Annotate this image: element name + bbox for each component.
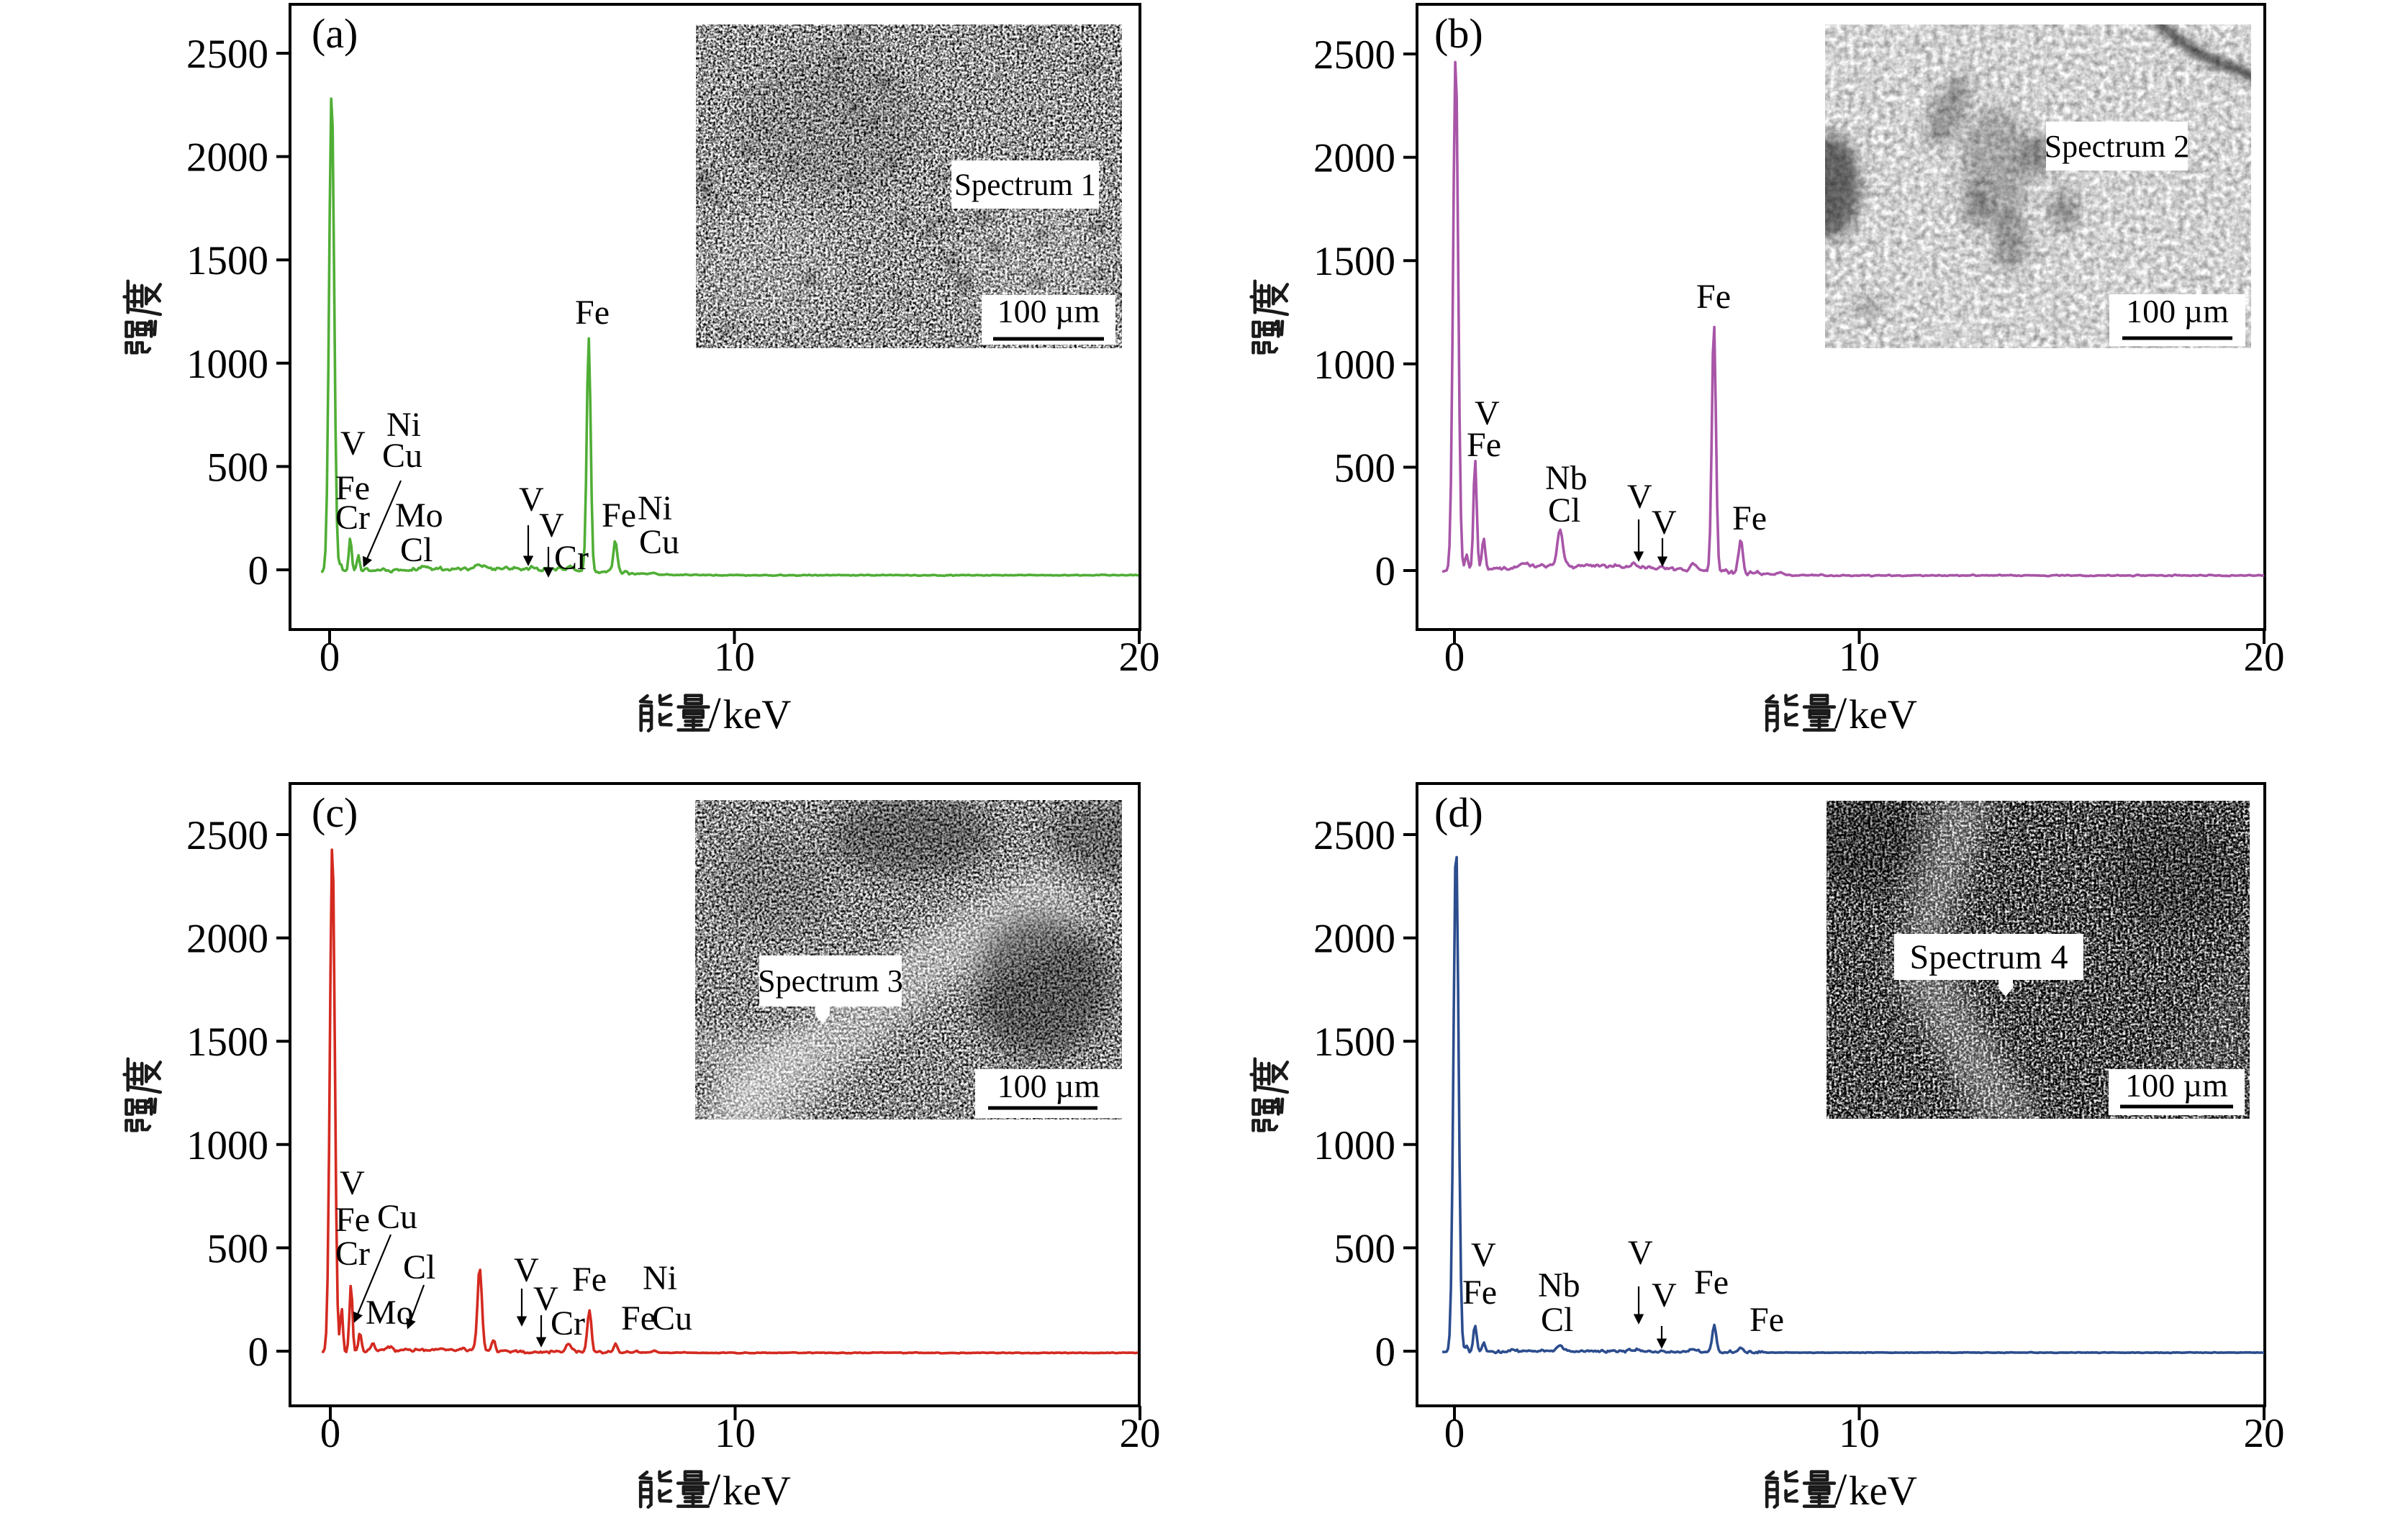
svg-text:Cr: Cr <box>554 539 589 577</box>
svg-text:2000: 2000 <box>186 917 268 962</box>
svg-text:(b): (b) <box>1434 10 1483 57</box>
svg-text:2000: 2000 <box>1313 136 1395 181</box>
svg-text:1500: 1500 <box>1313 239 1395 284</box>
svg-text:keV: keV <box>1849 1468 1917 1514</box>
svg-text:/: / <box>1834 689 1847 738</box>
svg-text:/: / <box>708 1466 721 1514</box>
svg-text:2500: 2500 <box>186 32 268 77</box>
svg-text:500: 500 <box>207 445 269 490</box>
svg-text:2000: 2000 <box>186 135 268 181</box>
svg-text:Fe: Fe <box>572 1261 607 1299</box>
svg-text:100 µm: 100 µm <box>2126 293 2229 330</box>
svg-text:1500: 1500 <box>1313 1019 1395 1065</box>
svg-text:0: 0 <box>320 1411 341 1456</box>
svg-text:V: V <box>340 1164 365 1202</box>
svg-text:Spectrum 2: Spectrum 2 <box>2045 129 2190 164</box>
svg-text:V: V <box>1475 394 1500 432</box>
svg-text:/: / <box>709 689 722 738</box>
svg-text:Nb: Nb <box>1545 459 1588 497</box>
svg-text:20: 20 <box>1119 635 1160 680</box>
svg-text:Nb: Nb <box>1538 1266 1580 1304</box>
svg-text:1000: 1000 <box>186 342 268 387</box>
svg-text:2500: 2500 <box>1313 32 1395 78</box>
svg-text:20: 20 <box>2244 635 2285 680</box>
svg-text:keV: keV <box>723 692 792 737</box>
svg-text:1000: 1000 <box>1313 342 1395 388</box>
svg-text:100 µm: 100 µm <box>2125 1067 2228 1104</box>
svg-text:Cr: Cr <box>335 499 370 537</box>
svg-text:20: 20 <box>2244 1411 2285 1456</box>
svg-text:V: V <box>1471 1236 1496 1274</box>
svg-text:Cr: Cr <box>335 1235 370 1273</box>
svg-text:/: / <box>1834 1466 1847 1514</box>
svg-text:Cu: Cu <box>639 523 679 561</box>
svg-text:Fe: Fe <box>335 1201 370 1239</box>
svg-text:V: V <box>533 1280 558 1318</box>
svg-text:Cu: Cu <box>652 1299 692 1337</box>
svg-text:10: 10 <box>714 635 755 680</box>
svg-text:Cl: Cl <box>1548 491 1580 530</box>
svg-text:Mo: Mo <box>366 1294 414 1332</box>
svg-text:Fe: Fe <box>621 1299 656 1337</box>
svg-text:Fe: Fe <box>602 496 636 535</box>
svg-text:Ni: Ni <box>638 489 672 527</box>
svg-text:Ni: Ni <box>386 406 421 444</box>
svg-text:0: 0 <box>1375 549 1396 594</box>
svg-text:V: V <box>340 424 366 463</box>
svg-text:(c): (c) <box>312 789 358 836</box>
svg-text:500: 500 <box>1334 445 1396 491</box>
svg-text:2500: 2500 <box>1313 813 1395 858</box>
svg-text:Fe: Fe <box>1462 1273 1497 1312</box>
svg-text:Spectrum 1: Spectrum 1 <box>954 168 1096 202</box>
svg-text:Cl: Cl <box>1541 1301 1573 1339</box>
svg-text:Fe: Fe <box>1732 499 1767 537</box>
svg-text:Fe: Fe <box>335 469 370 507</box>
svg-text:V: V <box>1627 478 1652 516</box>
svg-text:V: V <box>519 481 544 519</box>
svg-text:Fe: Fe <box>1694 1263 1729 1302</box>
svg-text:1000: 1000 <box>1313 1123 1395 1168</box>
svg-text:100 µm: 100 µm <box>997 293 1100 330</box>
svg-text:(d): (d) <box>1434 789 1483 836</box>
svg-text:keV: keV <box>723 1468 791 1514</box>
svg-text:10: 10 <box>1839 635 1880 680</box>
svg-text:Spectrum 3: Spectrum 3 <box>758 963 903 999</box>
svg-text:V: V <box>514 1251 539 1289</box>
svg-text:1500: 1500 <box>186 238 268 283</box>
svg-text:Cl: Cl <box>403 1248 435 1286</box>
svg-text:1500: 1500 <box>186 1019 268 1065</box>
svg-text:Fe: Fe <box>1467 426 1501 464</box>
svg-text:Fe: Fe <box>1750 1301 1784 1339</box>
svg-text:0: 0 <box>1444 635 1465 680</box>
svg-text:Fe: Fe <box>575 294 610 332</box>
svg-text:20: 20 <box>1120 1411 1161 1456</box>
svg-text:2000: 2000 <box>1313 917 1395 962</box>
svg-text:0: 0 <box>248 548 269 594</box>
svg-text:V: V <box>1628 1234 1653 1272</box>
svg-text:10: 10 <box>715 1411 756 1456</box>
svg-text:10: 10 <box>1839 1411 1880 1456</box>
svg-text:Cu: Cu <box>382 437 422 475</box>
svg-text:Fe: Fe <box>1696 278 1731 316</box>
svg-text:Cu: Cu <box>377 1198 417 1236</box>
svg-text:2500: 2500 <box>186 813 268 858</box>
svg-text:1000: 1000 <box>186 1123 268 1168</box>
svg-text:(a): (a) <box>312 10 358 57</box>
svg-text:Cr: Cr <box>551 1304 585 1343</box>
svg-text:0: 0 <box>248 1330 269 1375</box>
svg-text:Spectrum 4: Spectrum 4 <box>1910 938 2068 976</box>
svg-text:100 µm: 100 µm <box>997 1068 1100 1104</box>
svg-text:0: 0 <box>1375 1330 1396 1375</box>
svg-text:0: 0 <box>320 635 340 680</box>
svg-text:Mo: Mo <box>395 496 443 535</box>
svg-text:500: 500 <box>1334 1226 1396 1271</box>
svg-text:Cl: Cl <box>400 531 433 569</box>
svg-text:keV: keV <box>1849 692 1917 737</box>
svg-text:V: V <box>1652 1276 1677 1314</box>
svg-text:V: V <box>1652 504 1677 542</box>
svg-text:Ni: Ni <box>643 1259 677 1297</box>
svg-text:V: V <box>539 507 564 545</box>
svg-text:500: 500 <box>207 1226 269 1271</box>
svg-text:0: 0 <box>1444 1411 1465 1456</box>
